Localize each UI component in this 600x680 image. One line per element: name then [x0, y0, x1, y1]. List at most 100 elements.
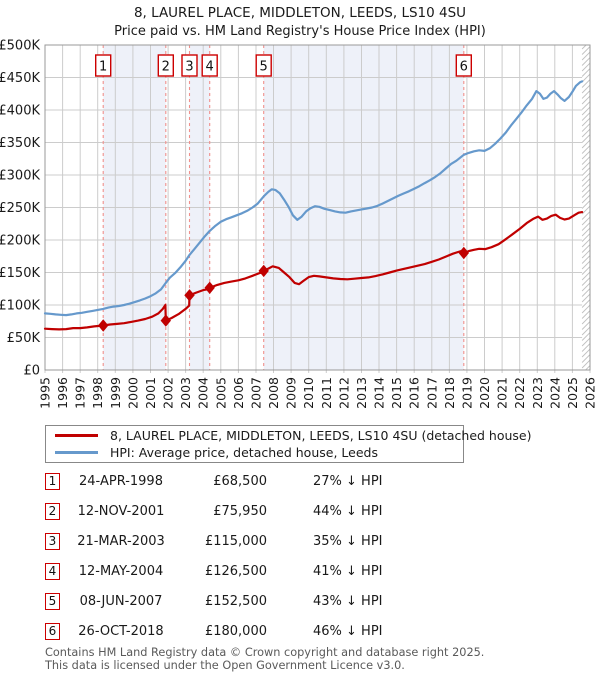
y-axis-label: £400K	[0, 104, 40, 119]
table-row: 5 08-JUN-2007 £152,500 43% ↓ HPI	[45, 586, 525, 616]
footer-line-2: This data is licensed under the Open Gov…	[45, 658, 405, 672]
x-axis-label: 2005	[213, 377, 228, 409]
sale-price: £180,000	[204, 623, 267, 639]
hatch-line	[581, 106, 591, 116]
sale-price: £126,500	[204, 563, 267, 579]
hatch-line	[581, 255, 591, 264]
hatch-line	[581, 156, 591, 165]
sale-price: £115,000	[204, 533, 267, 549]
hatch-line	[581, 343, 591, 352]
x-axis-label: 1999	[108, 377, 123, 409]
sale-diamond-5	[258, 264, 269, 278]
sale-vs-hpi: 41% ↓ HPI	[313, 563, 383, 579]
y-axis-label: £100K	[0, 299, 40, 314]
hatch-line	[581, 68, 591, 77]
hatch-line	[581, 172, 591, 182]
hatch-line	[581, 205, 591, 215]
table-row: 3 21-MAR-2003 £115,000 35% ↓ HPI	[45, 526, 525, 556]
x-axis-label: 1998	[90, 377, 105, 409]
sale-date: 21-MAR-2003	[77, 533, 165, 549]
sale-diamond-markers	[98, 246, 469, 332]
sale-flag-number-6: 6	[460, 60, 468, 75]
sale-date: 26-OCT-2018	[78, 623, 164, 639]
legend-entry-hpi: HPI: Average price, detached house, Leed…	[46, 444, 463, 461]
sale-flag-number-1: 1	[99, 60, 107, 75]
hatch-line	[581, 90, 591, 99]
hatch-line	[581, 260, 591, 270]
hatch-line	[581, 46, 591, 55]
y-axis-label: £300K	[0, 169, 40, 184]
hatch-line	[581, 348, 591, 358]
hatch-line	[581, 200, 591, 209]
y-axis-label: £450K	[0, 71, 40, 86]
hatch-line	[581, 321, 591, 330]
x-axis-label: 2008	[266, 377, 281, 409]
y-axis-label: £350K	[0, 136, 40, 151]
sale-diamond-3	[184, 289, 195, 302]
x-axis-label: 1997	[73, 377, 88, 409]
sales-table: 1 24-APR-1998 £68,500 27% ↓ HPI 2 12-NOV…	[45, 466, 525, 646]
hatch-line	[581, 194, 591, 204]
hatch-line	[581, 117, 591, 127]
hatch-line	[581, 354, 591, 363]
x-axis-label: 2013	[354, 377, 369, 409]
table-row: 6 26-OCT-2018 £180,000 46% ↓ HPI	[45, 616, 525, 646]
sale-price: £152,500	[204, 593, 267, 609]
property-line-swatch	[55, 434, 98, 437]
series-lines	[43, 80, 584, 331]
hatch-line	[581, 51, 591, 61]
x-axis-label: 2015	[389, 377, 404, 409]
sale-number-badge: 1	[45, 472, 60, 490]
hatch-line	[581, 134, 591, 143]
x-axis-label: 2001	[143, 377, 158, 409]
sale-flag-box-3	[181, 54, 198, 77]
hatch-line	[581, 62, 591, 72]
x-axis-label: 1995	[38, 377, 53, 409]
sale-diamond-4	[204, 281, 215, 294]
sale-flag-number-3: 3	[185, 60, 193, 75]
hatch-line	[581, 139, 591, 149]
hatch-line	[581, 299, 591, 308]
sale-date: 08-JUN-2007	[79, 593, 163, 609]
hpi-line-swatch	[55, 451, 98, 454]
hatch-line	[581, 123, 591, 132]
legend-entry-property: 8, LAUREL PLACE, MIDDLETON, LEEDS, LS10 …	[46, 427, 532, 444]
sale-number-badge: 4	[45, 562, 60, 580]
x-axis-label: 2022	[512, 377, 527, 409]
sale-vs-hpi: 43% ↓ HPI	[313, 593, 383, 609]
x-axis-label: 2023	[530, 377, 545, 409]
hatch-line	[581, 73, 591, 83]
sale-number-badge: 3	[45, 532, 60, 550]
hatch-line	[581, 167, 591, 176]
hpi-line	[43, 80, 584, 317]
sale-flag-number-4: 4	[206, 60, 214, 75]
sale-vs-hpi: 35% ↓ HPI	[313, 533, 383, 549]
sale-vs-hpi: 44% ↓ HPI	[313, 503, 383, 519]
sale-price: £75,950	[213, 503, 267, 519]
y-axis-label: £500K	[0, 39, 40, 54]
chart-legend: 8, LAUREL PLACE, MIDDLETON, LEEDS, LS10 …	[45, 425, 532, 463]
hatch-line	[581, 359, 591, 369]
hatch-line	[581, 326, 591, 336]
hatch-line	[581, 304, 591, 314]
hatch-line	[581, 101, 591, 110]
x-axis-label: 2016	[407, 377, 422, 409]
sale-number-badge: 2	[45, 502, 60, 520]
sale-flag-box-2	[157, 54, 175, 77]
x-axis-label: 2002	[161, 377, 176, 409]
hatch-line	[581, 244, 591, 253]
plot-border	[44, 44, 591, 371]
hatch-line	[581, 84, 591, 94]
y-axis-label: £50K	[7, 331, 41, 346]
sale-vs-hpi: 46% ↓ HPI	[313, 623, 383, 639]
sale-price: £68,500	[213, 473, 267, 489]
x-axis-label: 2019	[459, 377, 474, 409]
future-hatch	[581, 44, 591, 371]
hatch-line	[581, 271, 591, 281]
y-axis-label: £0	[23, 364, 40, 379]
hatch-line	[581, 112, 591, 121]
sale-flag-number-5: 5	[260, 60, 268, 75]
sale-number-badge: 6	[45, 622, 60, 640]
x-axis-label: 2017	[424, 377, 439, 409]
